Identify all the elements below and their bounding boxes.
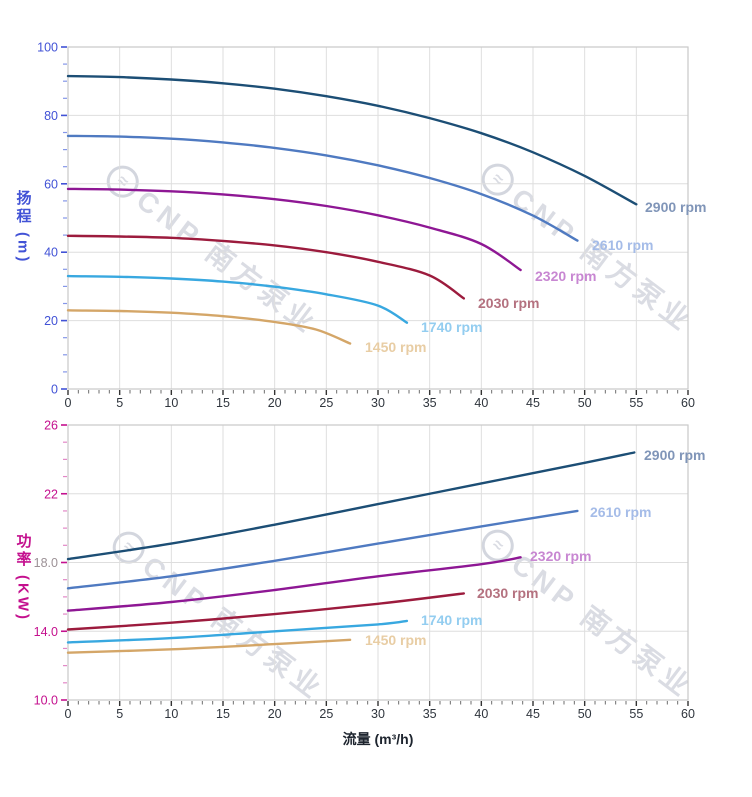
y-tick-label: 80 bbox=[44, 109, 58, 123]
x-tick-label: 50 bbox=[578, 707, 592, 721]
x-tick-label: 50 bbox=[578, 396, 592, 410]
series-label-1740-rpm: 1740 rpm bbox=[421, 319, 482, 335]
curve-1740-rpm bbox=[66, 274, 409, 324]
y-tick-label: 60 bbox=[44, 177, 58, 191]
x-tick-label: 10 bbox=[164, 396, 178, 410]
x-tick-label: 35 bbox=[423, 396, 437, 410]
curve-1740-rpm bbox=[66, 619, 409, 644]
x-tick-label: 15 bbox=[216, 396, 230, 410]
curve-2900-rpm bbox=[66, 74, 638, 206]
head-y-axis-unit: (m) bbox=[14, 232, 32, 265]
x-tick-label: 35 bbox=[423, 707, 437, 721]
series-label-2320-rpm: 2320 rpm bbox=[530, 548, 591, 564]
x-tick-label: 0 bbox=[65, 707, 72, 721]
power-y-axis-title-text: 功率 bbox=[14, 533, 32, 569]
curve-2320-rpm bbox=[66, 187, 522, 272]
power-y-axis-title: 功率 (KW) bbox=[14, 533, 32, 622]
series-label-2030-rpm: 2030 rpm bbox=[478, 295, 539, 311]
series-label-1450-rpm: 1450 rpm bbox=[365, 632, 426, 648]
curve-2610-rpm bbox=[66, 134, 579, 242]
y-tick-label: 26 bbox=[44, 419, 58, 433]
series-label-2610-rpm: 2610 rpm bbox=[590, 504, 651, 520]
y-tick-label: 22 bbox=[44, 487, 58, 501]
y-tick-label: 20 bbox=[44, 314, 58, 328]
x-tick-label: 55 bbox=[629, 396, 643, 410]
x-tick-label: 30 bbox=[371, 396, 385, 410]
x-tick-label: 40 bbox=[474, 707, 488, 721]
x-tick-label: 55 bbox=[629, 707, 643, 721]
x-tick-label: 0 bbox=[65, 396, 72, 410]
curve-2900-rpm bbox=[66, 451, 636, 561]
x-tick-label: 60 bbox=[681, 396, 695, 410]
plot-border bbox=[67, 46, 689, 390]
x-tick-label: 25 bbox=[319, 707, 333, 721]
x-tick-label: 45 bbox=[526, 396, 540, 410]
curve-2610-rpm bbox=[66, 509, 579, 590]
curve-2030-rpm bbox=[66, 592, 465, 631]
y-tick-label: 14.0 bbox=[34, 625, 58, 639]
x-tick-label: 20 bbox=[268, 396, 282, 410]
x-tick-label: 5 bbox=[116, 396, 123, 410]
series-label-2900-rpm: 2900 rpm bbox=[644, 447, 705, 463]
x-tick-label: 10 bbox=[164, 707, 178, 721]
series-label-1740-rpm: 1740 rpm bbox=[421, 612, 482, 628]
x-tick-label: 25 bbox=[319, 396, 333, 410]
power-y-axis-unit: (KW) bbox=[14, 575, 32, 622]
x-tick-label: 30 bbox=[371, 707, 385, 721]
plot-border bbox=[67, 424, 689, 701]
series-label-1450-rpm: 1450 rpm bbox=[365, 339, 426, 355]
x-tick-label: 40 bbox=[474, 396, 488, 410]
y-tick-label: 10.0 bbox=[34, 694, 58, 708]
head-vs-flow-chart: 0 5 10 15 20 25 30 35 40 45 50 55 60 100 80 60 40 20 0 2900… bbox=[37, 41, 706, 411]
y-tick-label: 100 bbox=[37, 41, 58, 55]
x-tick-label: 15 bbox=[216, 707, 230, 721]
curve-2320-rpm bbox=[66, 556, 522, 612]
series-label-2610-rpm: 2610 rpm bbox=[592, 237, 653, 253]
curve-1450-rpm bbox=[66, 309, 352, 345]
series-label-2030-rpm: 2030 rpm bbox=[477, 585, 538, 601]
head-y-axis-title-text: 扬程 bbox=[14, 190, 32, 226]
x-tick-label: 5 bbox=[116, 707, 123, 721]
x-tick-label: 60 bbox=[681, 707, 695, 721]
curve-1450-rpm bbox=[66, 638, 352, 654]
x-tick-label: 20 bbox=[268, 707, 282, 721]
curve-2030-rpm bbox=[66, 234, 465, 300]
series-label-2320-rpm: 2320 rpm bbox=[535, 268, 596, 284]
head-y-axis-title: 扬程 (m) bbox=[14, 190, 32, 265]
y-tick-label: 18.0 bbox=[34, 556, 58, 570]
x-tick-label: 45 bbox=[526, 707, 540, 721]
series-label-2900-rpm: 2900 rpm bbox=[645, 199, 706, 215]
flow-x-axis-title: 流量 (m³/h) bbox=[342, 731, 414, 747]
y-tick-label: 0 bbox=[51, 383, 58, 397]
power-vs-flow-chart: 0 5 10 15 20 25 30 35 40 45 50 55 60 26 22 18.0 14.0 10.0… bbox=[34, 419, 706, 722]
y-tick-label: 40 bbox=[44, 246, 58, 260]
